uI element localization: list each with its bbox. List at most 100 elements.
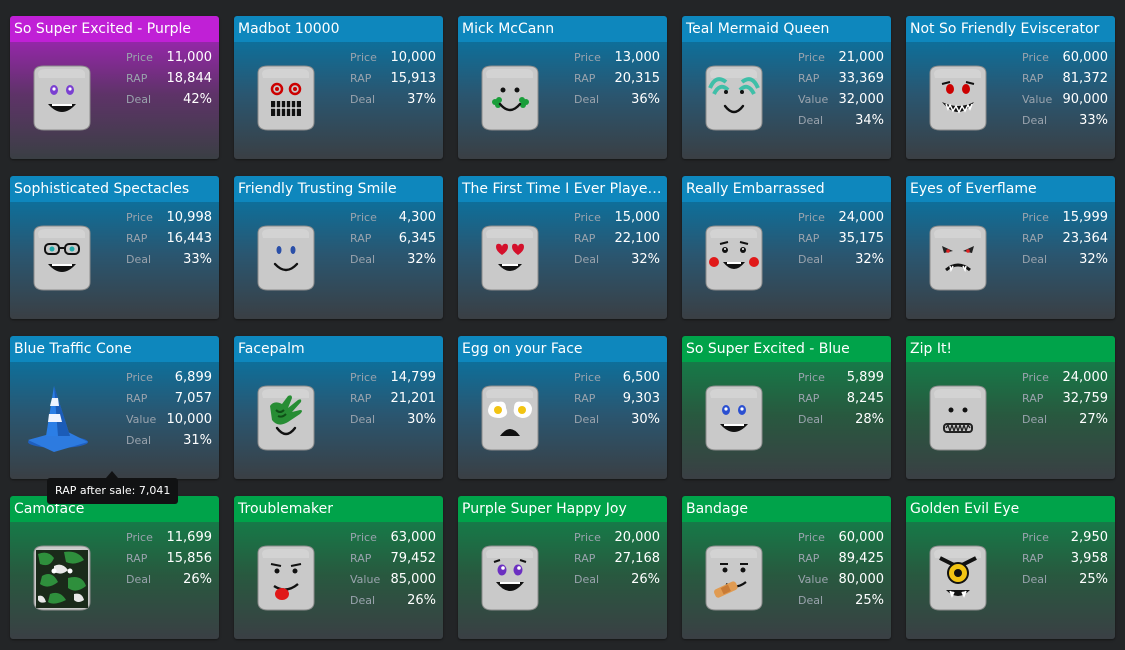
item-card[interactable]: Golden Evil Eye Price 2,950 RAP 3,958 Deal 25% [906, 496, 1115, 639]
item-name[interactable]: So Super Excited - Blue [682, 336, 891, 362]
stat-label: Price [574, 211, 601, 224]
stat-value: 31% [183, 433, 212, 448]
blue-excited-face-icon[interactable] [696, 380, 772, 456]
stat-row-price: Price 10,000 [350, 47, 436, 68]
item-card[interactable]: Eyes of Everflame Price 15,999 RAP 23,364 Dea… [906, 176, 1115, 319]
item-name[interactable]: The First Time I Ever Played... [458, 176, 667, 202]
item-name[interactable]: Mick McCann [458, 16, 667, 42]
item-stats: Price 63,000 RAP 79,452 Value 85,000 Deal 26% [350, 527, 436, 611]
bandage-face-icon[interactable] [696, 540, 772, 616]
stat-value: 7,057 [174, 391, 212, 406]
stat-row-price: Price 63,000 [350, 527, 436, 548]
item-name[interactable]: Egg on your Face [458, 336, 667, 362]
item-name[interactable]: Friendly Trusting Smile [234, 176, 443, 202]
traffic-cone-icon[interactable] [24, 380, 100, 456]
purple-happy-joy-face-icon[interactable] [472, 540, 548, 616]
stat-label: RAP [574, 72, 596, 85]
trusting-smile-face-icon[interactable] [248, 220, 324, 296]
item-card[interactable]: Teal Mermaid Queen Price 21,000 RAP 33,369 Va… [682, 16, 891, 159]
item-card[interactable]: Purple Super Happy Joy Price 20,000 RAP 27,1… [458, 496, 667, 639]
stat-row-deal: Deal 28% [798, 409, 884, 430]
shamrock-cheeks-face-icon[interactable] [472, 60, 548, 136]
item-card-body: Price 24,000 RAP 35,175 Deal 32% [682, 202, 891, 319]
item-name[interactable]: Eyes of Everflame [906, 176, 1115, 202]
stat-value: 15,856 [166, 551, 213, 566]
item-card-body: Price 20,000 RAP 27,168 Deal 26% [458, 522, 667, 639]
item-stats: Price 60,000 RAP 89,425 Value 80,000 Deal 25% [798, 527, 884, 611]
item-card[interactable]: Bandage Price 60,000 RAP 89,425 Value 80,000 De… [682, 496, 891, 639]
item-name[interactable]: Troublemaker [234, 496, 443, 522]
stat-row-rap: RAP 33,369 [798, 68, 884, 89]
everflame-face-icon[interactable] [920, 220, 996, 296]
stat-value: 10,000 [390, 50, 437, 65]
spectacles-face-icon[interactable] [24, 220, 100, 296]
stat-row-deal: Deal 26% [574, 569, 660, 590]
golden-evil-eye-face-icon[interactable] [920, 540, 996, 616]
stat-label: RAP [1022, 392, 1044, 405]
stat-row-price: Price 60,000 [798, 527, 884, 548]
stat-value: 3,958 [1070, 551, 1108, 566]
troublemaker-face-icon[interactable] [248, 540, 324, 616]
item-card[interactable]: Not So Friendly Eviscerator Price 60,000 RA… [906, 16, 1115, 159]
stat-row-rap: RAP 81,372 [1022, 68, 1108, 89]
item-name[interactable]: Sophisticated Spectacles [10, 176, 219, 202]
item-card[interactable]: Mick McCann Price 13,000 RAP 20,315 Deal 36% [458, 16, 667, 159]
item-card[interactable]: Blue Traffic Cone Price 6,899 RAP 7,057 Valu… [10, 336, 219, 479]
teal-mermaid-face-icon[interactable] [696, 60, 772, 136]
stat-value: 8,245 [846, 391, 884, 406]
item-card[interactable]: Camoface Price 11,699 RAP 15,856 Deal 26% [10, 496, 219, 639]
item-stats: Price 21,000 RAP 33,369 Value 32,000 Deal 34% [798, 47, 884, 131]
item-card[interactable]: Egg on your Face Price 6,500 RAP 9,303 Deal 30… [458, 336, 667, 479]
item-name[interactable]: Golden Evil Eye [906, 496, 1115, 522]
stat-row-value: Value 10,000 [126, 409, 212, 430]
stat-value: 20,000 [614, 530, 661, 545]
item-name[interactable]: Facepalm [234, 336, 443, 362]
item-name[interactable]: Zip It! [906, 336, 1115, 362]
item-card[interactable]: Zip It! Price 24,000 RAP 32,759 Deal 27% [906, 336, 1115, 479]
madbot-face-icon[interactable] [248, 60, 324, 136]
stat-row-price: Price 13,000 [574, 47, 660, 68]
item-card[interactable]: So Super Excited - Purple Price 11,000 RAP 1… [10, 16, 219, 159]
egg-face-icon[interactable] [472, 380, 548, 456]
embarrassed-face-icon[interactable] [696, 220, 772, 296]
stat-row-rap: RAP 21,201 [350, 388, 436, 409]
stat-row-deal: Deal 30% [350, 409, 436, 430]
stat-row-price: Price 6,899 [126, 367, 212, 388]
item-card-body: Price 14,799 RAP 21,201 Deal 30% [234, 362, 443, 479]
stat-label: Price [350, 51, 377, 64]
stat-value: 85,000 [390, 572, 437, 587]
item-name[interactable]: Bandage [682, 496, 891, 522]
item-name[interactable]: Really Embarrassed [682, 176, 891, 202]
item-card[interactable]: Sophisticated Spectacles Price 10,998 RAP 16… [10, 176, 219, 319]
item-card[interactable]: Troublemaker Price 63,000 RAP 79,452 Value 85,… [234, 496, 443, 639]
item-name[interactable]: Blue Traffic Cone [10, 336, 219, 362]
item-name[interactable]: Madbot 10000 [234, 16, 443, 42]
camo-face-icon[interactable] [24, 540, 100, 616]
item-name[interactable]: Purple Super Happy Joy [458, 496, 667, 522]
item-name[interactable]: Not So Friendly Eviscerator [906, 16, 1115, 42]
zip-it-face-icon[interactable] [920, 380, 996, 456]
item-card[interactable]: The First Time I Ever Played... Price 15,0… [458, 176, 667, 319]
stat-row-price: Price 15,999 [1022, 207, 1108, 228]
stat-row-deal: Deal 31% [126, 430, 212, 451]
item-card[interactable]: Facepalm Price 14,799 RAP 21,201 Deal 30% [234, 336, 443, 479]
item-deal-grid: So Super Excited - Purple Price 11,000 RAP 1… [10, 16, 1115, 639]
stat-value: 20,315 [614, 71, 661, 86]
stat-label: Value [126, 413, 157, 426]
item-name[interactable]: Teal Mermaid Queen [682, 16, 891, 42]
item-card[interactable]: Friendly Trusting Smile Price 4,300 RAP 6,34… [234, 176, 443, 319]
stat-value: 80,000 [838, 572, 885, 587]
stat-row-rap: RAP 6,345 [350, 228, 436, 249]
stat-label: Price [126, 51, 153, 64]
item-stats: Price 10,998 RAP 16,443 Deal 33% [126, 207, 212, 270]
item-card[interactable]: Really Embarrassed Price 24,000 RAP 35,175 De… [682, 176, 891, 319]
purple-excited-face-icon[interactable] [24, 60, 100, 136]
item-stats: Price 15,999 RAP 23,364 Deal 32% [1022, 207, 1108, 270]
stat-label: RAP [350, 392, 372, 405]
heart-eyes-face-icon[interactable] [472, 220, 548, 296]
facepalm-face-icon[interactable] [248, 380, 324, 456]
eviscerator-face-icon[interactable] [920, 60, 996, 136]
item-card[interactable]: Madbot 10000 Price 10,000 RAP 15,913 Deal 37% [234, 16, 443, 159]
item-card[interactable]: So Super Excited - Blue Price 5,899 RAP 8,24… [682, 336, 891, 479]
item-name[interactable]: So Super Excited - Purple [10, 16, 219, 42]
